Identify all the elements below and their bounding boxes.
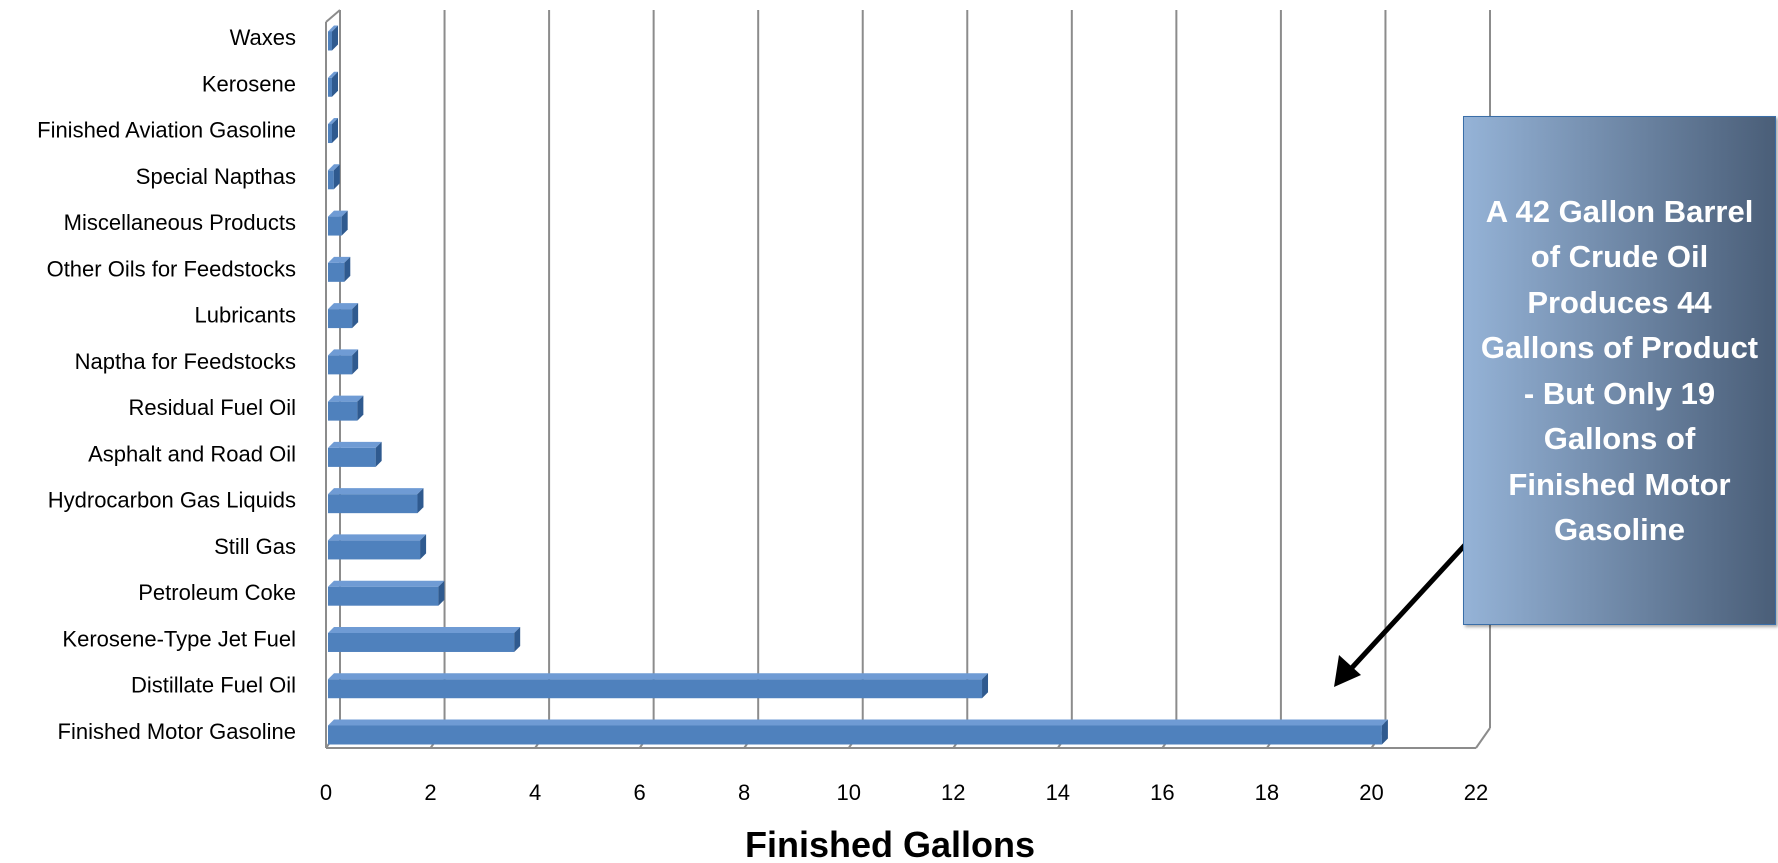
bar [328,124,332,144]
bar-side [332,118,338,144]
bar-side [332,25,338,51]
category-label: Waxes [230,25,296,50]
wall-top-edge [325,9,341,23]
annotation-text: A 42 Gallon Barrel of Crude Oil Produces… [1480,193,1759,548]
bar [328,586,439,606]
x-tick-label: 10 [836,780,860,805]
bar-top [328,673,989,680]
bar-top [328,349,359,356]
bar-side [982,673,989,699]
bar-top [328,164,340,171]
x-tick-label: 4 [529,780,541,805]
bar-side [514,626,521,652]
x-tick-label: 14 [1046,780,1070,805]
bar-side [332,71,338,97]
bar-side [438,580,445,606]
x-tick-label: 0 [320,780,332,805]
bar [328,725,1382,745]
bar-top [328,488,424,495]
x-tick-labels: 0 2 4 6 8 10 12 14 16 18 20 22 [320,780,1488,805]
x-tick-label: 12 [941,780,965,805]
x-axis-title: Finished Gallons [745,824,1035,863]
bars [328,25,1388,745]
x-tick-label: 22 [1464,780,1488,805]
bar [328,632,515,652]
category-label: Kerosene-Type Jet Fuel [62,626,296,651]
category-label: Other Oils for Feedstocks [47,256,296,281]
category-label: Still Gas [214,534,296,559]
x-tick-label: 18 [1255,780,1279,805]
x-tick-label: 16 [1150,780,1174,805]
bar-top [328,71,338,78]
category-label: Hydrocarbon Gas Liquids [48,488,296,513]
category-label: Petroleum Coke [138,580,296,605]
bar-side [352,303,359,329]
bar-side [333,164,340,190]
annotation-callout: A 42 Gallon Barrel of Crude Oil Produces… [1463,116,1776,625]
bar-side [341,210,348,236]
bar [328,494,418,514]
bar [328,540,421,560]
category-label: Distillate Fuel Oil [131,673,296,698]
bar [328,31,332,51]
bar-side [357,395,364,421]
bar-side [420,534,427,560]
bar-top [328,580,445,587]
bar [328,77,332,97]
bar [328,401,358,421]
category-labels: Waxes Kerosene Finished Aviation Gasoline S… [37,25,296,744]
category-label: Special Napthas [136,164,296,189]
bar-side [344,256,351,282]
bar [328,447,376,467]
x-tick-label: 8 [738,780,750,805]
category-label: Finished Motor Gasoline [58,719,296,744]
floor-tick [1475,727,1491,749]
bar-side [352,349,359,375]
bar-top [328,25,338,32]
bar-top [328,719,1388,726]
x-tick-label: 6 [634,780,646,805]
bar-top [328,395,364,402]
category-label: Naptha for Feedstocks [75,349,296,374]
bar-top [328,441,382,448]
x-tick-label: 2 [424,780,436,805]
category-label: Asphalt and Road Oil [88,441,296,466]
bar [328,309,353,329]
category-label: Kerosene [202,71,296,96]
category-label: Lubricants [194,303,296,328]
bar-top [328,256,351,263]
category-label: Residual Fuel Oil [128,395,296,420]
category-label: Miscellaneous Products [64,210,296,235]
bar-top [328,626,521,633]
x-tick-label: 20 [1359,780,1383,805]
bar [328,216,342,236]
bar-side [375,441,382,467]
bar-side [417,488,424,514]
bar-top [328,303,359,310]
bar-side [1381,719,1388,745]
category-label: Finished Aviation Gasoline [37,118,296,143]
bar-top [328,118,338,125]
bar-top [328,210,348,217]
bar [328,355,353,375]
bar [328,262,345,282]
bar [328,679,983,699]
bar [328,170,334,190]
bar-top [328,534,427,541]
